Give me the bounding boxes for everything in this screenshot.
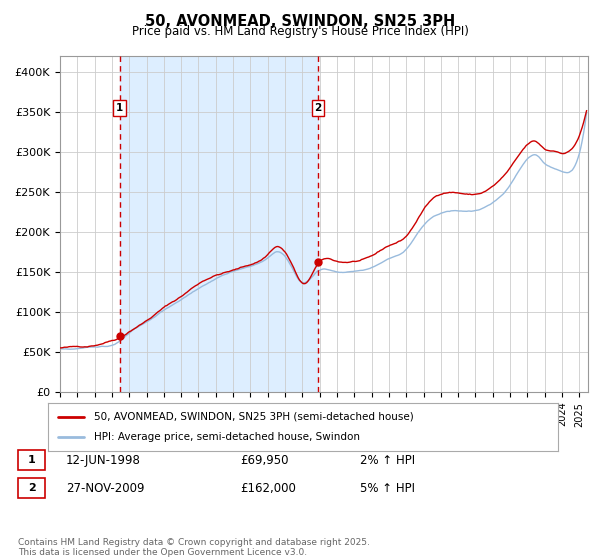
Text: £162,000: £162,000	[240, 482, 296, 495]
Text: 1: 1	[116, 103, 124, 113]
Text: 50, AVONMEAD, SWINDON, SN25 3PH: 50, AVONMEAD, SWINDON, SN25 3PH	[145, 14, 455, 29]
Text: Contains HM Land Registry data © Crown copyright and database right 2025.
This d: Contains HM Land Registry data © Crown c…	[18, 538, 370, 557]
Text: 5% ↑ HPI: 5% ↑ HPI	[360, 482, 415, 495]
Text: 1: 1	[28, 455, 35, 465]
Text: 2% ↑ HPI: 2% ↑ HPI	[360, 454, 415, 467]
Text: HPI: Average price, semi-detached house, Swindon: HPI: Average price, semi-detached house,…	[94, 432, 360, 442]
Text: Price paid vs. HM Land Registry's House Price Index (HPI): Price paid vs. HM Land Registry's House …	[131, 25, 469, 38]
Text: 12-JUN-1998: 12-JUN-1998	[66, 454, 141, 467]
Text: 50, AVONMEAD, SWINDON, SN25 3PH (semi-detached house): 50, AVONMEAD, SWINDON, SN25 3PH (semi-de…	[94, 412, 413, 422]
Text: 27-NOV-2009: 27-NOV-2009	[66, 482, 145, 495]
Text: 2: 2	[28, 483, 35, 493]
Text: £69,950: £69,950	[240, 454, 289, 467]
Bar	[120, 56, 318, 392]
Text: 2: 2	[314, 103, 322, 113]
